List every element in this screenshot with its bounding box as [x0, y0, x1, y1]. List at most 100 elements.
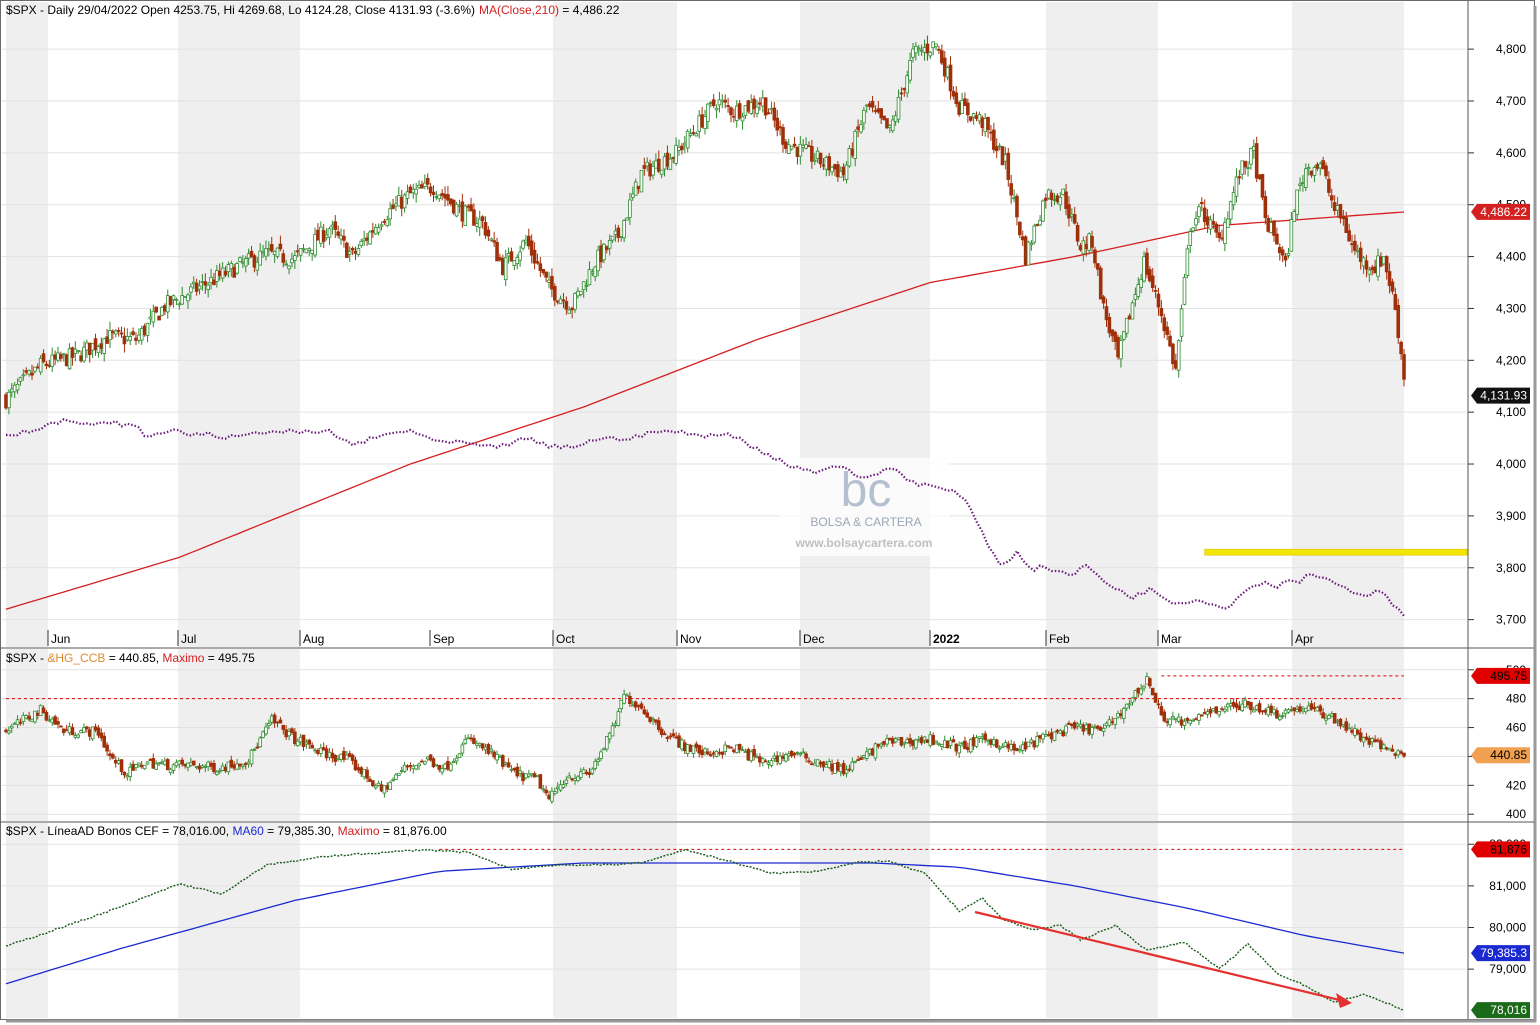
spx-candle: [737, 100, 742, 120]
spx-candle: [711, 94, 716, 108]
month-label-nov: Nov: [680, 632, 701, 646]
copper-candle: [749, 749, 754, 763]
spx-candle: [830, 166, 834, 176]
spx-candle: [255, 256, 260, 276]
spx-candle: [584, 279, 589, 292]
copper-candle: [417, 762, 421, 771]
copper-candle: [1035, 731, 1039, 749]
spx-candle: [186, 292, 190, 309]
month-band-2: [553, 823, 677, 1018]
spx-candle: [27, 369, 31, 377]
y-tick-label-1: 81,000: [1489, 879, 1526, 893]
copper-candle: [1133, 689, 1138, 702]
spx-candle: [423, 174, 427, 190]
spx-candle: [1072, 206, 1077, 225]
month-label-sep: Sep: [433, 632, 455, 646]
spx-candle: [810, 139, 814, 169]
spx-candle: [1029, 240, 1034, 251]
copper-candle: [807, 757, 811, 764]
copper-candle: [963, 736, 967, 750]
copper-candle: [1090, 724, 1094, 739]
copper-candle: [267, 719, 271, 730]
y-tick-label-11: 3,700: [1496, 613, 1526, 627]
spx-candle: [451, 199, 456, 216]
copper-candle: [1159, 701, 1164, 717]
spx-candle: [862, 106, 866, 130]
copper-candle: [235, 758, 239, 771]
copper-candle: [723, 741, 728, 756]
overlay-dotted-line: [5, 417, 1405, 617]
copper-candle: [59, 725, 63, 728]
copper-candle: [914, 738, 918, 750]
copper-candle: [1000, 743, 1005, 749]
spx-candle: [1347, 223, 1351, 242]
copper-candle: [1130, 696, 1135, 706]
spx-candle: [905, 70, 909, 98]
spx-candle: [503, 249, 508, 287]
watermark-logo: bc BOLSA & CARTERA www.bolsaycartera.com: [780, 458, 950, 556]
y-tick-label-10: 3,800: [1496, 561, 1526, 575]
spx-candle: [1026, 240, 1031, 266]
copper-candle: [457, 753, 462, 758]
copper-candle: [1321, 708, 1325, 719]
spx-candle: [1046, 188, 1051, 200]
copper-candle: [33, 710, 37, 724]
y-tick-label-2: 460: [1506, 721, 1526, 735]
spx-candle: [21, 369, 26, 381]
ad-header-max-value: = 81,876.00: [380, 824, 447, 838]
copper-candle: [1150, 687, 1155, 696]
copper-candle: [154, 760, 158, 771]
copper-candle: [486, 742, 491, 756]
spx-candle: [287, 265, 291, 275]
copper-candle: [535, 775, 540, 778]
spx-candle: [561, 292, 566, 309]
spx-candle: [968, 116, 973, 123]
copper-candle: [252, 747, 257, 752]
spx-candle: [385, 215, 390, 228]
copper-candle: [365, 766, 369, 783]
spx-candle: [896, 89, 901, 124]
ad-dotted-line: [5, 848, 1404, 1011]
copper-candle: [726, 745, 730, 749]
svg-text:78,016: 78,016: [1490, 1003, 1527, 1017]
copper-candle: [391, 777, 395, 782]
copper-candle: [873, 742, 878, 761]
spx-candle: [1009, 175, 1013, 204]
spx-candle: [622, 219, 626, 243]
copper-candle: [798, 751, 803, 757]
copper-candle: [353, 756, 358, 771]
spx-candle: [1303, 163, 1308, 192]
copper-candle: [264, 722, 268, 736]
svg-text:4,131.93: 4,131.93: [1480, 389, 1527, 403]
spx-candle: [1061, 188, 1065, 196]
copper-candle: [70, 723, 75, 736]
copper-candle: [1148, 676, 1152, 689]
spx-candle: [986, 116, 990, 138]
spx-candle: [405, 184, 410, 205]
spx-candle: [67, 343, 72, 370]
spx-candle: [93, 333, 98, 356]
copper-candle: [1338, 718, 1343, 730]
y-tick-label-8: 4,000: [1496, 457, 1526, 471]
copper-candle: [1168, 717, 1172, 729]
spx-candle: [495, 237, 499, 262]
support-zone-highlight: [1204, 548, 1468, 556]
copper-candle: [833, 763, 837, 774]
spx-candle: [509, 247, 514, 262]
spx-candle: [4, 392, 8, 410]
copper-candle: [180, 757, 184, 767]
spx-candle: [376, 223, 381, 236]
copper-candle: [229, 755, 234, 769]
spx-candle: [472, 203, 476, 226]
copper-candle: [1153, 692, 1158, 704]
month-shading-copper: [6, 649, 1404, 821]
copper-candle: [1223, 705, 1227, 714]
copper-candle: [301, 734, 306, 751]
spx-candle: [336, 225, 340, 239]
copper-candle: [662, 730, 667, 736]
copper-candle: [217, 767, 222, 774]
spx-candle: [1018, 221, 1022, 239]
month-band-1: [178, 649, 300, 821]
spx-candle: [642, 157, 647, 176]
copper-candle: [165, 757, 170, 771]
